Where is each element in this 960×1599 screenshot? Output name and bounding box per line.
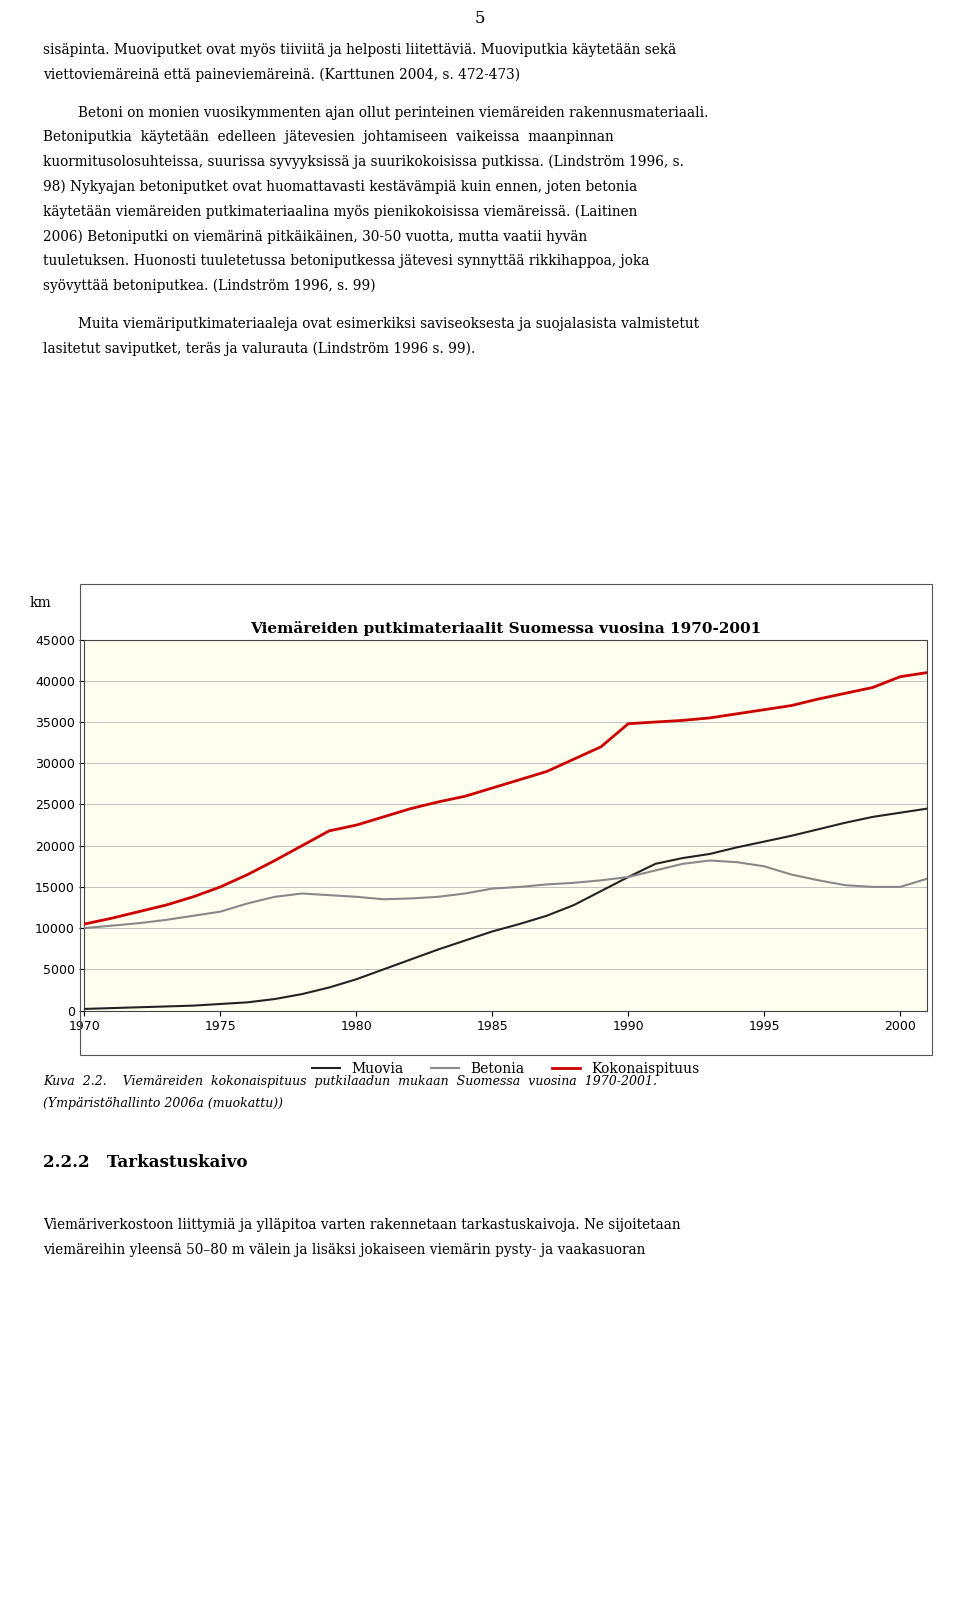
Text: kuormitusolosuhteissa, suurissa syvyyksissä ja suurikokoisissa putkissa. (Lindst: kuormitusolosuhteissa, suurissa syvyyksi… [43, 155, 684, 169]
Text: (Ympäristöhallinto 2006a (muokattu)): (Ympäristöhallinto 2006a (muokattu)) [43, 1097, 283, 1110]
Text: viemäreihin yleensä 50–80 m välein ja lisäksi jokaiseen viemärin pysty- ja vaaka: viemäreihin yleensä 50–80 m välein ja li… [43, 1244, 645, 1257]
Text: Muita viemäriputkimateriaaleja ovat esimerkiksi saviseoksesta ja suojalasista va: Muita viemäriputkimateriaaleja ovat esim… [43, 317, 699, 331]
Text: tuuletuksen. Huonosti tuuletetussa betoniputkessa jätevesi synnyttää rikkihappoa: tuuletuksen. Huonosti tuuletetussa beton… [43, 254, 650, 269]
Text: Kuva  2.2.    Viemäreiden  kokonaispituus  putkilaadun  mukaan  Suomessa  vuosin: Kuva 2.2. Viemäreiden kokonaispituus put… [43, 1075, 658, 1087]
Text: 2006) Betoniputki on viemärinä pitkäikäinen, 30-50 vuotta, mutta vaatii hyvän: 2006) Betoniputki on viemärinä pitkäikäi… [43, 229, 588, 243]
Text: sisäpinta. Muoviputket ovat myös tiiviitä ja helposti liitettäviä. Muoviputkia k: sisäpinta. Muoviputket ovat myös tiiviit… [43, 43, 677, 58]
Legend: Muovia, Betonia, Kokonaispituus: Muovia, Betonia, Kokonaispituus [307, 1057, 705, 1081]
Text: käytetään viemäreiden putkimateriaalina myös pienikokoisissa viemäreissä. (Laiti: käytetään viemäreiden putkimateriaalina … [43, 205, 637, 219]
Text: 5: 5 [475, 10, 485, 27]
Text: Betoniputkia  käytetään  edelleen  jätevesien  johtamiseen  vaikeissa  maanpinna: Betoniputkia käytetään edelleen jätevesi… [43, 130, 614, 144]
Text: Betoni on monien vuosikymmenten ajan ollut perinteinen viemäreiden rakennusmater: Betoni on monien vuosikymmenten ajan oll… [43, 106, 708, 120]
Text: syövyttää betoniputkea. (Lindström 1996, s. 99): syövyttää betoniputkea. (Lindström 1996,… [43, 278, 375, 293]
Text: lasitetut saviputket, teräs ja valurauta (Lindström 1996 s. 99).: lasitetut saviputket, teräs ja valurauta… [43, 341, 475, 355]
Text: Viemäriverkostoon liittymiä ja ylläpitoa varten rakennetaan tarkastuskaivoja. Ne: Viemäriverkostoon liittymiä ja ylläpitoa… [43, 1218, 681, 1233]
Text: 2.2.2   Tarkastuskaivo: 2.2.2 Tarkastuskaivo [43, 1154, 248, 1172]
Text: 98) Nykyajan betoniputket ovat huomattavasti kestävämpiä kuin ennen, joten beton: 98) Nykyajan betoniputket ovat huomattav… [43, 179, 637, 193]
Title: Viemäreiden putkimateriaalit Suomessa vuosina 1970-2001: Viemäreiden putkimateriaalit Suomessa vu… [251, 620, 761, 636]
Text: km: km [30, 596, 52, 609]
Text: viettoviemäreinä että paineviemäreinä. (Karttunen 2004, s. 472-473): viettoviemäreinä että paineviemäreinä. (… [43, 67, 520, 82]
